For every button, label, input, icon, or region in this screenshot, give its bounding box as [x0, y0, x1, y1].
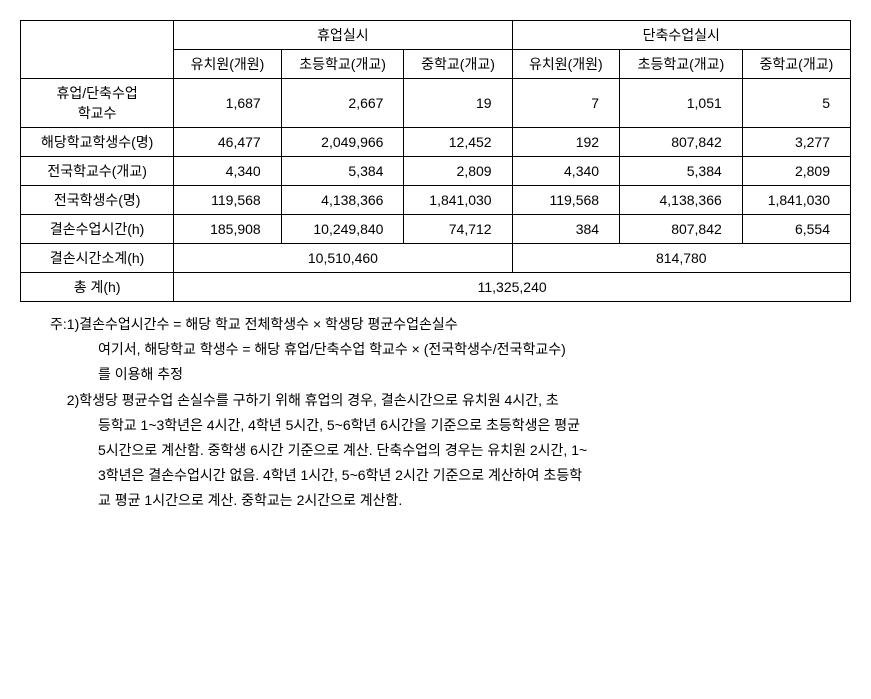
row-label: 결손시간소계(h): [21, 244, 174, 273]
cell: 1,841,030: [404, 186, 512, 215]
row-label: 전국학생수(명): [21, 186, 174, 215]
group-header-1: 휴업실시: [174, 21, 512, 50]
table-row: 결손수업시간(h) 185,908 10,249,840 74,712 384 …: [21, 215, 851, 244]
cell: 19: [404, 79, 512, 128]
note-text: 를 이용해 추정: [50, 362, 851, 387]
cell: 384: [512, 215, 619, 244]
note-number: 1): [67, 312, 79, 337]
note-number: 2): [67, 388, 79, 413]
cell: 7: [512, 79, 619, 128]
sub-header: 초등학교(개교): [620, 50, 743, 79]
corner-cell: [21, 21, 174, 79]
cell: 807,842: [620, 128, 743, 157]
notes-section: 주: 1) 결손수업시간수 = 해당 학교 전체학생수 × 학생당 평균수업손실…: [20, 312, 851, 514]
group-header-2: 단축수업실시: [512, 21, 850, 50]
notes-prefix: 주:: [50, 312, 67, 337]
note-text: 여기서, 해당학교 학생수 = 해당 휴업/단축수업 학교수 × (전국학생수/…: [50, 337, 851, 362]
cell: 1,051: [620, 79, 743, 128]
row-label: 총 계(h): [21, 273, 174, 302]
subtotal-row: 결손시간소계(h) 10,510,460 814,780: [21, 244, 851, 273]
cell: 2,809: [404, 157, 512, 186]
cell: 4,138,366: [281, 186, 404, 215]
note-text: 3학년은 결손수업시간 없음. 4학년 1시간, 5~6학년 2시간 기준으로 …: [50, 463, 851, 488]
cell: 12,452: [404, 128, 512, 157]
note-text: 등학교 1~3학년은 4시간, 4학년 5시간, 5~6학년 6시간을 기준으로…: [50, 413, 851, 438]
cell: 10,249,840: [281, 215, 404, 244]
total-cell: 11,325,240: [174, 273, 851, 302]
cell: 1,687: [174, 79, 281, 128]
data-table: 휴업실시 단축수업실시 유치원(개원) 초등학교(개교) 중학교(개교) 유치원…: [20, 20, 851, 302]
cell: 2,049,966: [281, 128, 404, 157]
table-row: 전국학생수(명) 119,568 4,138,366 1,841,030 119…: [21, 186, 851, 215]
cell: 1,841,030: [742, 186, 850, 215]
cell: 4,340: [512, 157, 619, 186]
cell: 46,477: [174, 128, 281, 157]
sub-header: 유치원(개원): [512, 50, 619, 79]
sub-header: 유치원(개원): [174, 50, 281, 79]
cell: 4,340: [174, 157, 281, 186]
note-text: 학생당 평균수업 손실수를 구하기 위해 휴업의 경우, 결손시간으로 유치원 …: [79, 388, 851, 413]
row-label: 결손수업시간(h): [21, 215, 174, 244]
sub-header: 초등학교(개교): [281, 50, 404, 79]
table-row: 해당학교학생수(명) 46,477 2,049,966 12,452 192 8…: [21, 128, 851, 157]
total-row: 총 계(h) 11,325,240: [21, 273, 851, 302]
row-label: 휴업/단축수업학교수: [21, 79, 174, 128]
note-text: 결손수업시간수 = 해당 학교 전체학생수 × 학생당 평균수업손실수: [79, 312, 851, 337]
cell: 5: [742, 79, 850, 128]
row-label: 전국학교수(개교): [21, 157, 174, 186]
row-label: 해당학교학생수(명): [21, 128, 174, 157]
cell: 5,384: [620, 157, 743, 186]
cell: 807,842: [620, 215, 743, 244]
cell: 4,138,366: [620, 186, 743, 215]
subtotal-cell: 814,780: [512, 244, 850, 273]
cell: 2,667: [281, 79, 404, 128]
cell: 6,554: [742, 215, 850, 244]
table-row: 전국학교수(개교) 4,340 5,384 2,809 4,340 5,384 …: [21, 157, 851, 186]
cell: 2,809: [742, 157, 850, 186]
subtotal-cell: 10,510,460: [174, 244, 512, 273]
sub-header: 중학교(개교): [404, 50, 512, 79]
cell: 185,908: [174, 215, 281, 244]
cell: 3,277: [742, 128, 850, 157]
cell: 192: [512, 128, 619, 157]
note-text: 5시간으로 계산함. 중학생 6시간 기준으로 계산. 단축수업의 경우는 유치…: [50, 438, 851, 463]
sub-header: 중학교(개교): [742, 50, 850, 79]
cell: 74,712: [404, 215, 512, 244]
cell: 119,568: [174, 186, 281, 215]
cell: 119,568: [512, 186, 619, 215]
cell: 5,384: [281, 157, 404, 186]
note-text: 교 평균 1시간으로 계산. 중학교는 2시간으로 계산함.: [50, 488, 851, 513]
table-row: 휴업/단축수업학교수 1,687 2,667 19 7 1,051 5: [21, 79, 851, 128]
